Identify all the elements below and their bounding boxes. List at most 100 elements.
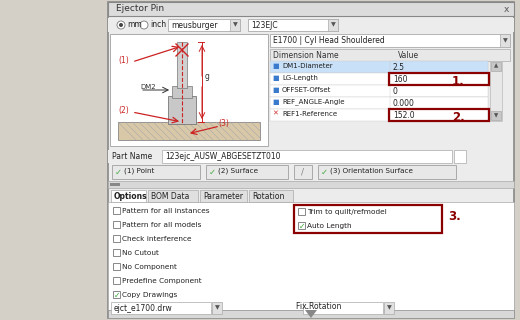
Text: 123ejc_AUSW_ABGESETZT010: 123ejc_AUSW_ABGESETZT010 xyxy=(165,152,280,161)
Text: 0.000: 0.000 xyxy=(393,99,415,108)
Text: mm: mm xyxy=(127,20,142,29)
Bar xyxy=(390,97,488,109)
Bar xyxy=(172,86,192,98)
Bar xyxy=(113,277,120,284)
Bar xyxy=(108,18,514,32)
Text: Ejector Pin: Ejector Pin xyxy=(116,4,164,13)
Bar xyxy=(390,61,488,73)
Text: E1700 | Cyl Head Shouldered: E1700 | Cyl Head Shouldered xyxy=(273,36,385,45)
Circle shape xyxy=(140,21,148,29)
Bar xyxy=(113,291,120,298)
Text: -: - xyxy=(306,304,309,313)
Bar xyxy=(270,34,510,47)
Text: 160: 160 xyxy=(393,75,408,84)
Bar xyxy=(113,221,120,228)
Text: ejct_e1700.drw: ejct_e1700.drw xyxy=(114,304,173,313)
Text: (1) Point: (1) Point xyxy=(124,167,154,174)
Bar xyxy=(200,190,247,202)
Text: ■: ■ xyxy=(272,99,279,105)
Text: Options: Options xyxy=(114,192,148,201)
Bar xyxy=(177,42,187,88)
Text: Pattern for all instances: Pattern for all instances xyxy=(122,207,210,213)
Text: 2.5: 2.5 xyxy=(393,62,405,71)
Bar xyxy=(491,111,501,120)
Text: ■: ■ xyxy=(272,75,279,81)
Text: ▲: ▲ xyxy=(494,63,498,68)
Text: ✓: ✓ xyxy=(209,167,216,177)
Text: LG-Length: LG-Length xyxy=(282,75,318,81)
Text: x: x xyxy=(503,4,509,13)
Text: (3): (3) xyxy=(218,119,229,128)
Bar xyxy=(249,190,293,202)
Bar xyxy=(148,190,198,202)
Bar xyxy=(328,19,338,31)
Text: Check interference: Check interference xyxy=(122,236,191,242)
Text: Dimension Name: Dimension Name xyxy=(273,51,339,60)
Text: BOM Data: BOM Data xyxy=(151,192,189,201)
Bar xyxy=(270,85,488,97)
Text: ■: ■ xyxy=(272,86,279,92)
Bar xyxy=(111,302,211,314)
Bar xyxy=(248,19,338,31)
Bar xyxy=(113,263,120,270)
Bar xyxy=(270,97,488,109)
Bar xyxy=(108,2,514,318)
Text: ▼: ▼ xyxy=(387,306,392,310)
Text: ▼: ▼ xyxy=(215,306,219,310)
Bar xyxy=(270,109,488,121)
Bar xyxy=(108,202,514,318)
Bar xyxy=(113,249,120,256)
Text: No Component: No Component xyxy=(122,263,177,269)
Bar xyxy=(108,181,514,188)
Text: ✓: ✓ xyxy=(298,222,305,231)
Text: ▼: ▼ xyxy=(232,22,237,28)
Text: REF_ANGLE-Angle: REF_ANGLE-Angle xyxy=(282,99,344,105)
Bar xyxy=(108,310,514,318)
Text: Fix Rotation: Fix Rotation xyxy=(296,302,341,311)
Text: ▼: ▼ xyxy=(331,22,335,28)
Text: (2) Surface: (2) Surface xyxy=(218,167,258,174)
Bar xyxy=(270,49,510,61)
Bar xyxy=(294,205,442,233)
Bar xyxy=(390,85,488,97)
Text: Auto Length: Auto Length xyxy=(307,222,352,228)
Bar xyxy=(390,109,488,121)
Text: (2): (2) xyxy=(118,106,129,115)
Circle shape xyxy=(117,21,125,29)
Bar xyxy=(491,62,501,71)
Bar xyxy=(389,109,489,121)
Bar xyxy=(113,207,120,214)
Bar xyxy=(110,34,268,146)
Bar xyxy=(206,165,288,179)
Text: inch: inch xyxy=(150,20,166,29)
Text: Part Name: Part Name xyxy=(112,152,152,161)
Bar xyxy=(108,150,158,163)
Text: 3.: 3. xyxy=(448,210,461,223)
Bar xyxy=(270,73,488,85)
Bar xyxy=(270,61,488,73)
Polygon shape xyxy=(305,310,317,318)
Bar xyxy=(162,150,452,163)
Text: g: g xyxy=(205,71,210,81)
Bar xyxy=(303,302,383,314)
Text: Predefine Component: Predefine Component xyxy=(122,277,202,284)
Bar xyxy=(390,73,488,85)
Text: Trim to quilt/refmodel: Trim to quilt/refmodel xyxy=(307,209,387,214)
Bar xyxy=(294,165,312,179)
Bar xyxy=(112,165,200,179)
Text: ✓: ✓ xyxy=(115,167,122,177)
Text: DM1-Diameter: DM1-Diameter xyxy=(282,62,333,68)
Text: 1.: 1. xyxy=(452,75,465,88)
Text: Copy Drawings: Copy Drawings xyxy=(122,292,177,298)
Bar xyxy=(318,165,456,179)
Text: Rotation: Rotation xyxy=(252,192,284,201)
Text: REF1-Reference: REF1-Reference xyxy=(282,110,337,116)
Bar xyxy=(500,34,510,47)
Text: 2.: 2. xyxy=(452,111,465,124)
Bar xyxy=(454,150,466,163)
Bar xyxy=(118,122,260,140)
Bar xyxy=(108,2,514,16)
Circle shape xyxy=(119,23,123,27)
Text: 152.0: 152.0 xyxy=(393,110,414,119)
Bar xyxy=(113,235,120,242)
